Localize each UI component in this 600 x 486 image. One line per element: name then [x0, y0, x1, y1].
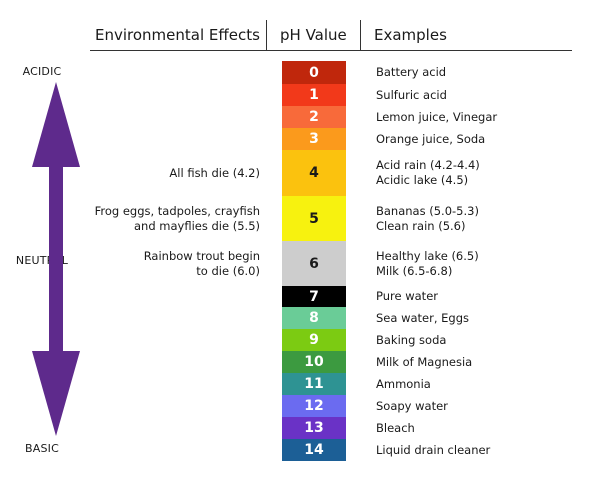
header-ph-value: pH Value — [280, 26, 347, 44]
ph-cell-4: 4 — [282, 150, 346, 196]
effect-item: All fish die (4.2) — [169, 166, 260, 181]
example-line: Orange juice, Soda — [376, 131, 486, 146]
example-line: Baking soda — [376, 332, 447, 347]
arrow-down-head — [32, 351, 80, 436]
example-line: Sulfuric acid — [376, 87, 447, 102]
example-item: Battery acid — [376, 65, 446, 80]
example-line: Acidic lake (4.5) — [376, 173, 469, 187]
effect-line: Rainbow trout begin — [143, 248, 260, 263]
example-item: Healthy lake (6.5) Milk (6.5-6.8) — [376, 249, 479, 279]
ph-cell-11: 11 — [282, 373, 346, 395]
example-line: Milk of Magnesia — [376, 354, 473, 369]
example-item: Sea water, Eggs — [376, 311, 469, 326]
ph-cell-10: 10 — [282, 351, 346, 373]
example-line: Lemon juice, Vinegar — [376, 109, 498, 124]
example-item: Orange juice, Soda — [376, 132, 485, 147]
example-item: Acid rain (4.2-4.4) Acidic lake (4.5) — [376, 158, 480, 188]
ph-cell-14: 14 — [282, 439, 346, 461]
ph-cell-9: 9 — [282, 329, 346, 351]
label-acidic: ACIDIC — [22, 65, 62, 78]
header-divider — [266, 20, 267, 50]
example-line: Clean rain (5.6) — [376, 218, 466, 233]
ph-cell-3: 3 — [282, 128, 346, 150]
arrow-shaft — [49, 166, 63, 352]
example-item: Bleach — [376, 421, 415, 436]
header-environmental-effects: Environmental Effects — [95, 26, 260, 44]
example-item: Pure water — [376, 289, 438, 304]
header-divider — [360, 20, 361, 50]
label-basic: BASIC — [25, 442, 59, 455]
ph-cell-7: 7 — [282, 286, 346, 307]
example-item: Soapy water — [376, 399, 448, 414]
ph-cell-13: 13 — [282, 417, 346, 439]
effect-line: to die (6.0) — [196, 263, 260, 278]
ph-cell-5: 5 — [282, 196, 346, 241]
ph-cell-12: 12 — [282, 395, 346, 417]
example-line: Milk (6.5-6.8) — [376, 263, 453, 278]
double-arrow-icon — [32, 82, 80, 436]
ph-cell-2: 2 — [282, 106, 346, 128]
example-item: Ammonia — [376, 377, 431, 392]
effect-line: and mayflies die (5.5) — [134, 218, 260, 233]
effect-line: Frog eggs, tadpoles, crayfish — [94, 203, 260, 218]
ph-cell-1: 1 — [282, 84, 346, 106]
effect-item: Frog eggs, tadpoles, crayfish and mayflie… — [95, 204, 260, 234]
effect-line: All fish die (4.2) — [169, 165, 260, 180]
example-item: Bananas (5.0-5.3) Clean rain (5.6) — [376, 204, 479, 234]
example-line: Bananas (5.0-5.3) — [376, 203, 479, 218]
effect-item: Rainbow trout begin to die (6.0) — [144, 249, 260, 279]
example-line: Ammonia — [376, 376, 431, 391]
example-item: Lemon juice, Vinegar — [376, 110, 497, 125]
example-line: Pure water — [376, 289, 438, 303]
example-line: Liquid drain cleaner — [376, 442, 491, 457]
example-item: Baking soda — [376, 333, 446, 348]
example-line: Soapy water — [376, 398, 448, 413]
header-rule — [90, 50, 572, 51]
example-line: Battery acid — [376, 65, 447, 79]
arrow-up-head — [32, 82, 80, 167]
example-line: Bleach — [376, 420, 415, 435]
header-examples: Examples — [374, 26, 447, 44]
example-line: Acid rain (4.2-4.4) — [376, 158, 480, 172]
ph-cell-0: 0 — [282, 61, 346, 84]
example-item: Liquid drain cleaner — [376, 443, 490, 458]
ph-cell-8: 8 — [282, 307, 346, 329]
example-line: Healthy lake (6.5) — [376, 248, 479, 263]
example-item: Milk of Magnesia — [376, 355, 472, 370]
example-item: Sulfuric acid — [376, 88, 447, 103]
example-line: Sea water, Eggs — [376, 310, 470, 325]
ph-cell-6: 6 — [282, 241, 346, 286]
